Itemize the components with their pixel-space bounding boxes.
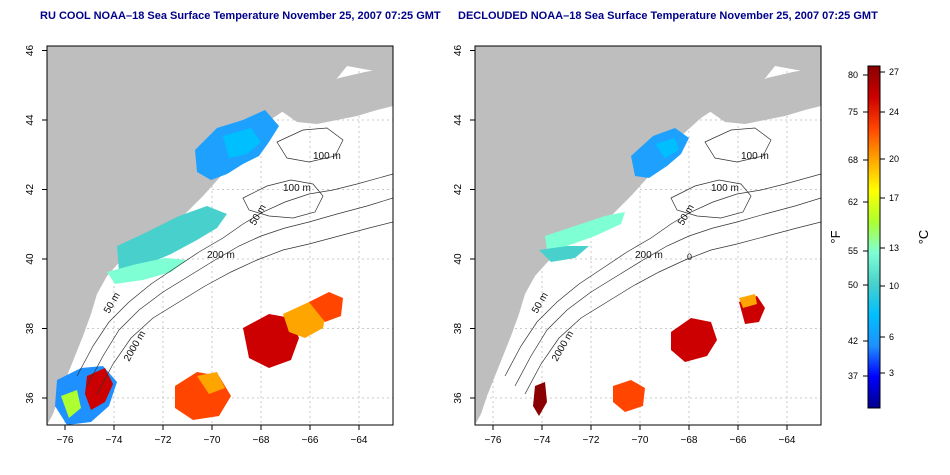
right-y-tick-label: 40 xyxy=(453,253,464,265)
left-y-tick-label: 44 xyxy=(25,114,36,126)
left-contour-2000m xyxy=(96,221,393,395)
colorbar-f-tick-label: 68 xyxy=(848,155,858,165)
right-contour-200m xyxy=(514,197,821,387)
right-sst-south-coast xyxy=(533,382,547,416)
temperature-colorbar: 80 75 68 62 55 50 42 37 27 24 20 17 13 10 6 3 °F °C xyxy=(828,65,931,409)
left-plot-frame xyxy=(46,45,394,426)
left-sst-shelf-band-2 xyxy=(107,258,187,284)
left-sst-eddy-south-2 xyxy=(197,372,225,394)
colorbar-fahrenheit-unit: °F xyxy=(828,230,843,243)
right-contour-label-100m-a: 100 m xyxy=(741,151,769,162)
left-y-tick-label: 36 xyxy=(25,392,36,404)
right-x-tick-label: −64 xyxy=(779,435,796,446)
right-sst-shelf-band-2 xyxy=(539,246,589,262)
colorbar-f-tick-label: 50 xyxy=(848,280,858,290)
right-sst-eddy-south xyxy=(613,380,645,412)
right-contour-label-zero: 0 xyxy=(687,252,692,262)
colorbar-f-tick-label: 80 xyxy=(848,70,858,80)
left-x-tick-label: −66 xyxy=(302,435,319,446)
colorbar-gradient xyxy=(867,65,881,409)
right-y-tick-label: 36 xyxy=(453,392,464,404)
left-sst-south-yellow xyxy=(61,390,81,418)
colorbar-c-tick-label: 27 xyxy=(889,67,899,77)
right-sst-eddy-large xyxy=(671,318,717,362)
left-contour-label-100m-a: 100 m xyxy=(313,151,341,162)
left-y-tick-label: 38 xyxy=(25,323,36,335)
left-land xyxy=(47,46,393,425)
left-x-tick-label: −72 xyxy=(155,435,172,446)
colorbar-fahrenheit-ticks: 80 75 68 62 55 50 42 37 xyxy=(848,70,868,381)
left-map-panel: 100 m 100 m 50 m 200 m 50 m 2000 m −76 −7… xyxy=(25,45,394,446)
left-x-tick-label: −76 xyxy=(57,435,74,446)
left-sst-eddy-large xyxy=(243,314,299,368)
right-panel-title: DECLOUDED NOAA–18 Sea Surface Temperatur… xyxy=(458,10,878,22)
colorbar-c-tick-label: 3 xyxy=(889,368,894,378)
colorbar-c-tick-label: 17 xyxy=(889,193,899,203)
right-y-tick-label: 38 xyxy=(453,323,464,335)
right-sst-shelf-band xyxy=(545,212,625,250)
left-y-tick-label: 42 xyxy=(25,184,36,196)
colorbar-celsius-unit: °C xyxy=(916,230,931,245)
left-sst-gulf-inner xyxy=(223,128,261,158)
right-contour-label-100m-b: 100 m xyxy=(711,183,739,194)
right-island-1 xyxy=(545,56,561,66)
left-y-axis: 36 38 40 42 44 46 xyxy=(25,45,47,404)
left-x-tick-label: −74 xyxy=(106,435,123,446)
colorbar-f-tick-label: 55 xyxy=(848,246,858,256)
right-y-axis: 36 38 40 42 44 46 xyxy=(453,45,475,404)
right-sst-eddy-ne-yellow xyxy=(739,294,757,308)
left-x-axis: −76 −74 −72 −70 −68 −66 −64 xyxy=(57,425,368,446)
right-contour-label-200m: 200 m xyxy=(635,250,663,261)
left-contour-georges-bank xyxy=(242,179,324,219)
left-island-1 xyxy=(117,56,133,66)
left-contour-label-200m: 200 m xyxy=(207,250,235,261)
right-land xyxy=(475,46,821,425)
colorbar-f-tick-label: 75 xyxy=(848,107,858,117)
left-contour-gulf-100m xyxy=(276,127,344,163)
right-contour-georges-bank xyxy=(670,179,752,219)
right-contour-50m xyxy=(504,173,821,377)
left-x-tick-label: −64 xyxy=(351,435,368,446)
left-sst-eddy-ne xyxy=(309,292,343,322)
right-x-tick-label: −76 xyxy=(485,435,502,446)
right-contour-gulf-100m xyxy=(704,127,772,163)
right-y-tick-label: 46 xyxy=(453,45,464,57)
colorbar-f-tick-label: 37 xyxy=(848,371,858,381)
right-y-tick-label: 42 xyxy=(453,184,464,196)
colorbar-c-tick-label: 10 xyxy=(889,281,899,291)
right-x-axis: −76 −74 −72 −70 −68 −66 −64 xyxy=(485,425,796,446)
right-x-tick-label: −70 xyxy=(632,435,649,446)
left-x-tick-label: −70 xyxy=(204,435,221,446)
left-sst-eddy-large-2 xyxy=(283,302,327,338)
right-map-panel: 100 m 100 m 50 m 200 m 50 m 2000 m 0 −76… xyxy=(453,45,822,446)
colorbar-c-tick-label: 13 xyxy=(889,243,899,253)
left-panel-title: RU COOL NOAA–18 Sea Surface Temperature … xyxy=(40,10,441,22)
left-sst-south-warm xyxy=(85,368,113,410)
right-plot-frame xyxy=(474,45,822,426)
left-contour-50m xyxy=(76,173,393,377)
colorbar-c-tick-label: 20 xyxy=(889,154,899,164)
right-nova-scotia xyxy=(705,68,821,124)
right-x-tick-label: −66 xyxy=(730,435,747,446)
colorbar-f-tick-label: 42 xyxy=(848,336,858,346)
right-x-tick-label: −72 xyxy=(583,435,600,446)
right-x-tick-label: −74 xyxy=(534,435,551,446)
colorbar-f-tick-label: 62 xyxy=(848,197,858,207)
right-y-tick-label: 44 xyxy=(453,114,464,126)
left-nova-scotia xyxy=(277,68,393,124)
right-x-tick-label: −68 xyxy=(681,435,698,446)
colorbar-celsius-ticks: 27 24 20 17 13 10 6 3 xyxy=(880,67,899,378)
right-contour-2000m xyxy=(524,221,821,395)
left-sst-shelf-band xyxy=(117,206,227,272)
left-y-tick-label: 46 xyxy=(25,45,36,57)
left-y-tick-label: 40 xyxy=(25,253,36,265)
right-sst-gulf-inner xyxy=(655,138,679,158)
left-x-tick-label: −68 xyxy=(253,435,270,446)
left-contour-200m xyxy=(86,197,393,387)
left-contour-label-100m-b: 100 m xyxy=(283,183,311,194)
colorbar-c-tick-label: 6 xyxy=(889,332,894,342)
colorbar-c-tick-label: 24 xyxy=(889,107,899,117)
